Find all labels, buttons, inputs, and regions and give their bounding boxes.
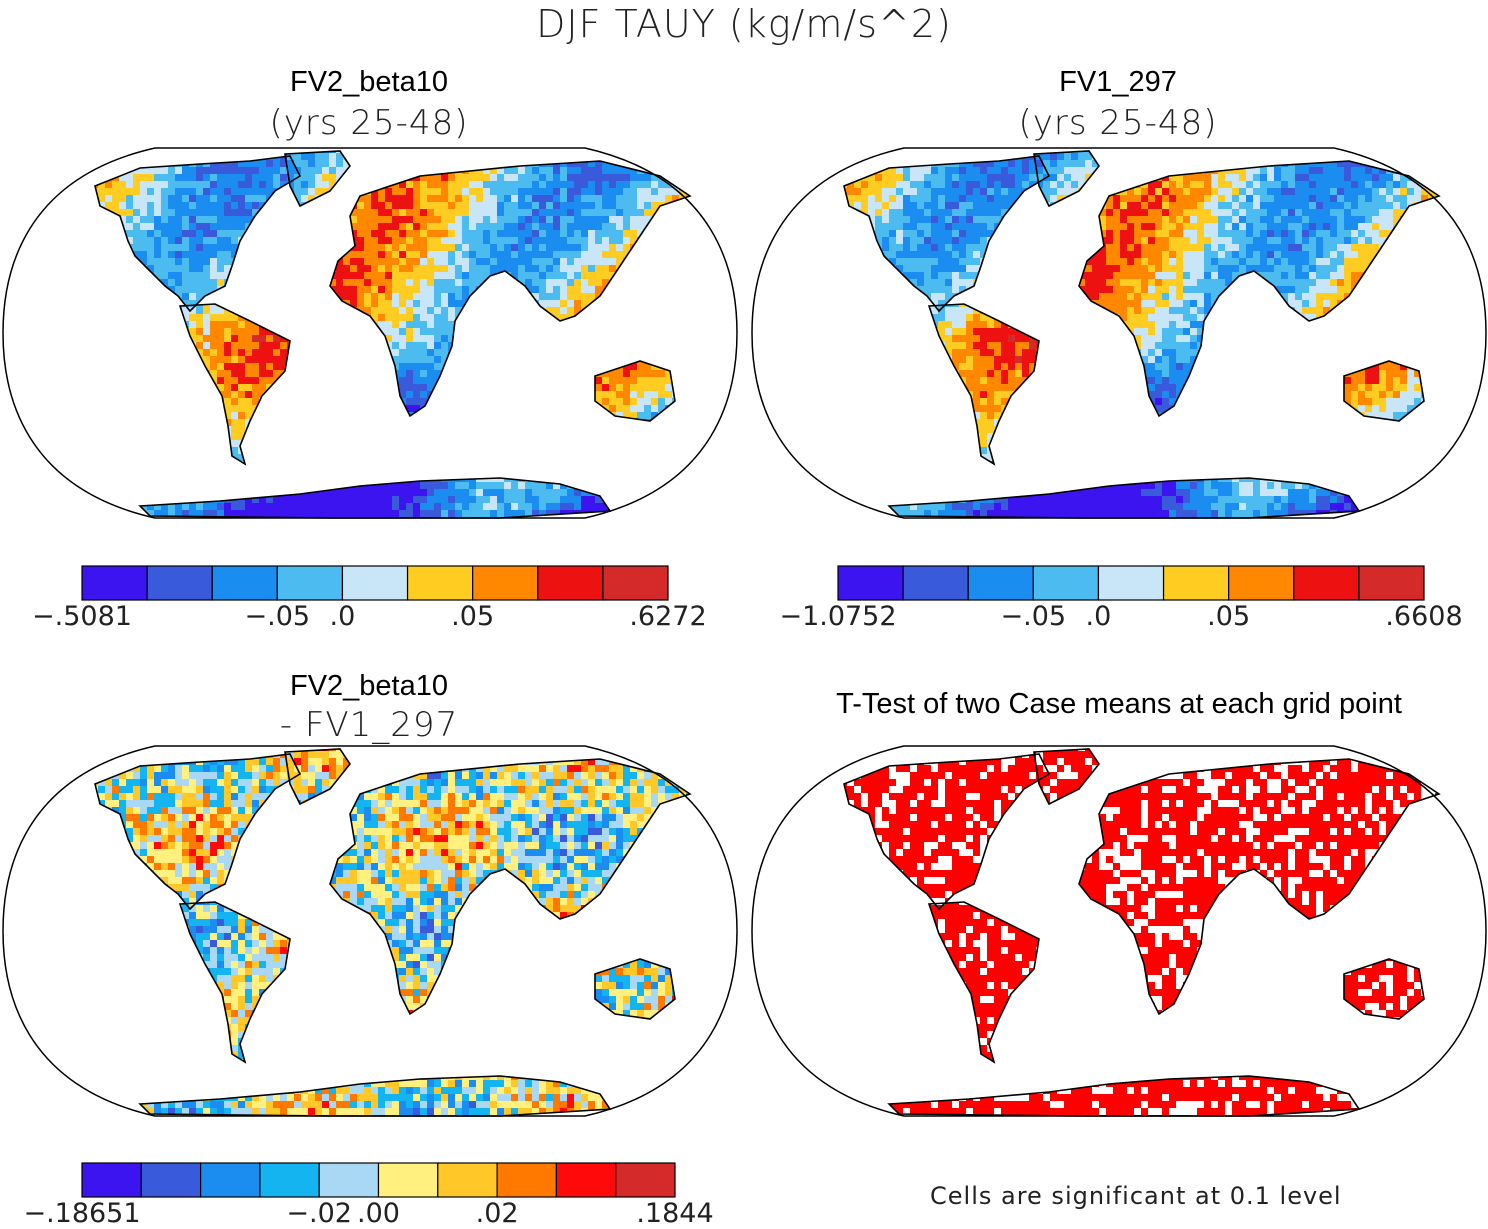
colorbar-swatch [408, 566, 473, 600]
colorbar-swatch [147, 566, 212, 600]
colorbar-swatch [1098, 566, 1163, 600]
colorbar-swatch [379, 1163, 438, 1197]
map-panel-1 [0, 146, 740, 521]
colorbar-tick-label: −.05 [245, 601, 311, 632]
colorbar-tick-label: .1844 [636, 1198, 713, 1229]
colorbar-swatch [616, 1163, 675, 1197]
colorbar-swatch [903, 566, 968, 600]
colorbar-swatch [82, 1163, 141, 1197]
colorbar-tick-label: .05 [451, 601, 494, 632]
significance-note: Cells are significant at 0.1 level [930, 1182, 1342, 1210]
colorbar-swatch [968, 566, 1033, 600]
colorbar-panel-3 [81, 1162, 676, 1200]
colorbar-tick-label: .05 [1207, 601, 1250, 632]
colorbar-tick-label: −.02 [286, 1198, 352, 1229]
colorbar-swatch [260, 1163, 319, 1197]
colorbar-tick-label: −.18651 [23, 1198, 140, 1229]
panel1-title: FV2_beta10 [119, 66, 619, 99]
colorbar-tick-label: .00 [357, 1198, 400, 1229]
colorbar-swatch [342, 566, 407, 600]
figure-title: DJF TAUY (kg/m/s^2) [0, 2, 1488, 46]
colorbar-tick-label: −.5081 [32, 601, 132, 632]
colorbar-swatch [319, 1163, 378, 1197]
colorbar-swatch [1164, 566, 1229, 600]
colorbar-tick-label: .6272 [629, 601, 706, 632]
colorbar-tick-label: −.05 [1001, 601, 1067, 632]
colorbar-swatch [141, 1163, 200, 1197]
map-panel-3 [0, 744, 740, 1119]
colorbar-tick-label: .02 [476, 1198, 519, 1229]
panel2-title: FV1_297 [868, 66, 1368, 99]
colorbar-swatch [212, 566, 277, 600]
colorbar-panel-2 [837, 565, 1425, 603]
colorbar-swatch [538, 566, 603, 600]
colorbar-swatch [838, 566, 903, 600]
panel3-subtitle: - FV1_297 [119, 705, 619, 745]
colorbar-swatch [497, 1163, 556, 1197]
colorbar-tick-label: .0 [330, 601, 356, 632]
panel3-title: FV2_beta10 [119, 670, 619, 703]
colorbar-swatch [1033, 566, 1098, 600]
map-panel-4 [749, 744, 1488, 1119]
colorbar-swatch [277, 566, 342, 600]
colorbar-swatch [1229, 566, 1294, 600]
colorbar-swatch [1294, 566, 1359, 600]
panel1-subtitle: (yrs 25-48) [119, 103, 619, 143]
panel2-subtitle: (yrs 25-48) [868, 103, 1368, 143]
map-panel-2 [749, 146, 1488, 521]
colorbar-swatch [201, 1163, 260, 1197]
colorbar-swatch [473, 566, 538, 600]
colorbar-swatch [556, 1163, 615, 1197]
colorbar-swatch [82, 566, 147, 600]
colorbar-swatch [438, 1163, 497, 1197]
colorbar-tick-label: .6608 [1385, 601, 1462, 632]
colorbar-tick-label: .0 [1086, 601, 1112, 632]
colorbar-swatch [1359, 566, 1424, 600]
colorbar-tick-label: −1.0752 [779, 601, 896, 632]
colorbar-panel-1 [81, 565, 669, 603]
panel4-title: T-Test of two Case means at each grid po… [749, 688, 1488, 721]
colorbar-swatch [603, 566, 668, 600]
